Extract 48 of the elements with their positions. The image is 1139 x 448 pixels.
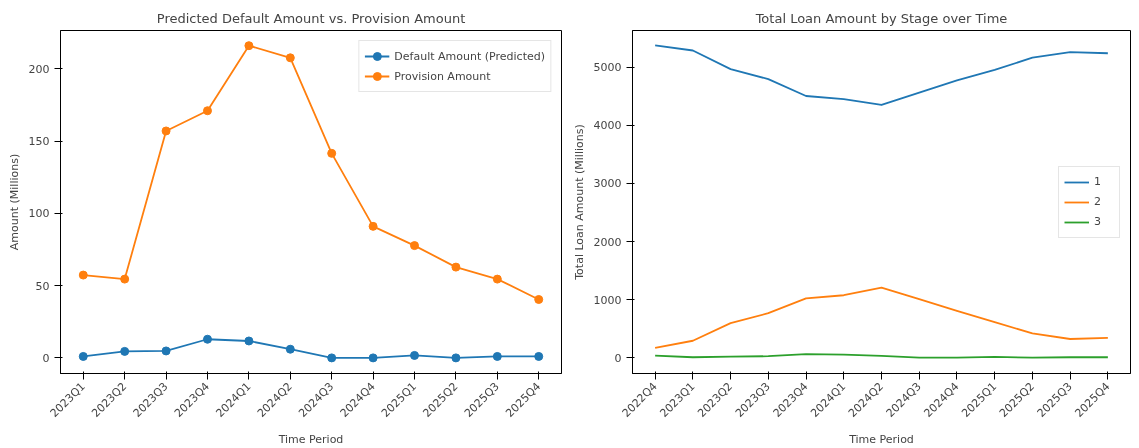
y-tick-label: 0 [42,351,50,365]
y-tick-label: 3000 [593,177,622,191]
point [327,353,337,363]
point [451,262,461,272]
line-series [654,44,1109,106]
chart-title: Predicted Default Amount vs. Provision Amount [156,10,466,26]
point [120,346,130,356]
point [285,53,295,63]
point [451,353,461,363]
point [410,350,420,360]
point [492,351,502,361]
legend-label: Provision Amount [394,69,491,83]
point [534,295,544,304]
point [202,334,212,344]
legend-label: 2 [1094,195,1102,208]
legend-label: 3 [1094,215,1102,228]
y-tick-label: 200 [28,62,50,76]
y-tick-label: 150 [28,135,50,149]
y-tick-label: 4000 [593,119,622,133]
point [244,336,254,346]
point [78,270,88,280]
y-tick-label: 2000 [593,235,622,249]
point [534,351,544,361]
point [244,41,254,51]
y-axis-title: Amount (Millions) [7,153,21,251]
y-axis-title: Total Loan Amount (Millions) [572,124,586,281]
point [78,351,88,361]
point [202,106,212,116]
y-tick-label: 100 [28,207,50,221]
point [327,148,337,158]
y-tick-label: 5000 [593,61,622,75]
legend-label: Default Amount (Predicted) [394,49,545,63]
line-series [654,286,1109,349]
point [368,353,378,363]
point [492,274,502,284]
legend-label: 1 [1094,175,1102,188]
point [161,126,171,136]
point [410,241,420,251]
y-tick-label: 0 [614,351,622,365]
point [285,344,295,354]
point [120,274,130,284]
y-tick-label: 50 [35,279,50,293]
x-axis-title: Time Period [848,432,914,446]
x-axis-title: Time Period [277,432,344,446]
point [161,346,171,356]
point [368,221,378,231]
chart-title: Total Loan Amount by Stage over Time [754,10,1008,26]
y-tick-label: 1000 [593,293,622,307]
